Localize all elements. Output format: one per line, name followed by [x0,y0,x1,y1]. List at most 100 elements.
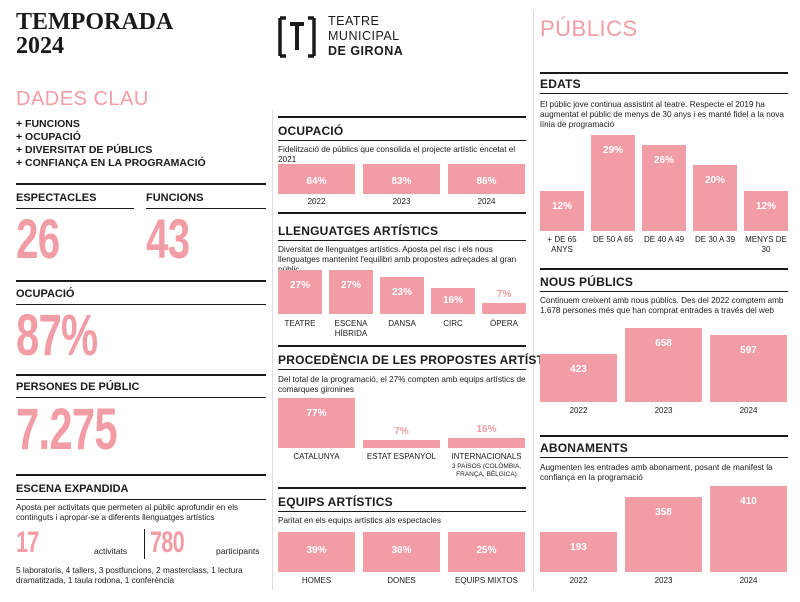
logo-line2: MUNICIPAL [328,29,400,43]
divider [16,374,266,376]
key-data-item: + DIVERSITAT DE PÚBLICS [16,144,153,156]
chart-bar [625,497,702,572]
bar-category-label: DE 40 A 49 [643,235,685,244]
page-title-line2: 2024 [16,33,64,59]
activitats-value: 17 [16,526,39,559]
chart-subtitle: Paritat en els equips artístics als espe… [278,516,441,525]
section-rule [540,268,788,270]
page-title-line1: TEMPORADA [16,9,174,35]
page-title: TEMPORADA 2024 [16,10,173,58]
chart-bar [693,165,737,231]
bar-value-label: 23% [391,287,412,298]
bar-category-label: DE 50 A 65 [592,235,634,244]
section-rule [278,140,526,141]
bar-category-label: INTERNACIONALS [451,452,522,461]
bar-category-label: TEATRE [284,319,316,328]
funcions-value: 43 [146,207,190,270]
bar-value-label: 86% [476,176,497,187]
column-divider [272,110,273,590]
section-rule [278,240,526,241]
bar-category-label: DE 30 A 39 [694,235,736,244]
bar-value-label: 64% [306,176,327,187]
chart-title: EQUIPS ARTÍSTICS [278,495,393,509]
persones-label: PERSONES DE PÚBLIC [16,381,140,393]
logo-line1: TEATRE [328,14,380,28]
key-data-item: + CONFIANÇA EN LA PROGRAMACIÓ [16,157,206,169]
bar-value-label: 26% [653,155,674,166]
chart-bar [278,532,355,572]
logo-text: TEATRE MUNICIPAL DE GIRONA [328,14,403,59]
logo: TEATRE MUNICIPAL DE GIRONA [278,14,418,60]
bar-category-label: ESTAT ESPANYOL [366,452,437,461]
section-rule [278,487,526,489]
bar-value-label: 29% [602,145,623,156]
escena-label: ESCENA EXPANDIDA [16,483,129,495]
divider [16,208,134,209]
bar-value-label: 27% [289,280,310,291]
section-rule [540,72,788,74]
funcions-label: FUNCIONS [146,192,204,204]
bar-value-label: 36% [391,545,412,556]
bar-category-label: ÒPERA [489,319,518,328]
chart-bar [278,270,322,314]
participants-label: participants [216,546,260,556]
divider [16,474,266,476]
espectacles-value: 26 [16,207,60,270]
divider [16,304,266,305]
chart-bar [710,486,787,572]
bar-category-label: HOMES [301,576,332,585]
chart-subtitle: Continuem creixent amb nous públics. Des… [540,296,784,315]
chart-bar [278,398,355,448]
bar-value-label: 77% [306,408,327,419]
bar-category-label: EQUIPS MIXTOS [455,576,518,585]
chart-bar [363,164,440,194]
chart-bar [591,135,635,231]
participants-value: 780 [150,526,185,559]
bar-value-label: 7% [496,289,512,300]
chart-title: PROCEDÈNCIA DE LES PROPOSTES ARTÍSTIQUES [278,353,583,367]
bar-value-label: 16% [476,424,497,435]
bar-value-label: 423 [570,364,587,375]
key-data-title: DADES CLAU [16,88,149,110]
escena-description: Aposta per activitats que permeten al pú… [16,503,239,522]
section-rule [540,93,788,94]
bar-value-label: 658 [655,338,672,349]
bar-value-label: 27% [340,280,361,291]
chart-bar [380,277,424,314]
chart-bar [540,191,584,231]
logo-mark-icon [278,16,316,58]
column-divider [533,10,534,590]
bar-category-label: 2022 [569,576,588,585]
bar-value-label: 12% [551,201,572,212]
chart-bar [710,335,787,402]
chart-bar [744,191,788,231]
key-data-item: + OCUPACIÓ [16,131,81,143]
chart-bar [448,532,525,572]
chart-title: NOUS PÚBLICS [540,275,634,289]
bar-value-label: 597 [740,345,757,356]
bar-value-label: 39% [306,545,327,556]
section-rule [278,511,526,512]
bar-value-label: 16% [442,295,463,306]
bar-category-note: 3 PAÏSOS (COLÒMBIA, FRANÇA, BÈLGICA) [451,463,522,478]
chart-title: EDATS [540,77,581,91]
bar-value-label: 358 [655,507,672,518]
chart-bar [642,145,686,231]
logo-line3: DE GIRONA [328,44,404,58]
bar-category-label: 2023 [654,576,673,585]
bar-value-label: 193 [570,542,587,553]
stat-separator [144,529,145,559]
chart-title: LLENGUATGES ARTÍSTICS [278,224,439,238]
bar-category-label: MENYS DE 30 [745,235,787,254]
section-rule [278,345,526,347]
chart-bar [363,532,440,572]
bar-category-label: 2024 [739,406,758,415]
bar-category-label: 2024 [477,197,496,206]
bar-category-label: + DE 65 ANYS [547,235,577,254]
chart-bar [540,532,617,572]
escena-footer: 5 laboratoris, 4 tallers, 3 postfuncions… [16,566,243,585]
key-data-list: + FUNCIONS + OCUPACIÓ + DIVERSITAT DE PÚ… [16,118,206,170]
section-rule [278,369,526,370]
chart-bar [329,270,373,314]
activitats-label: activitats [94,546,128,556]
